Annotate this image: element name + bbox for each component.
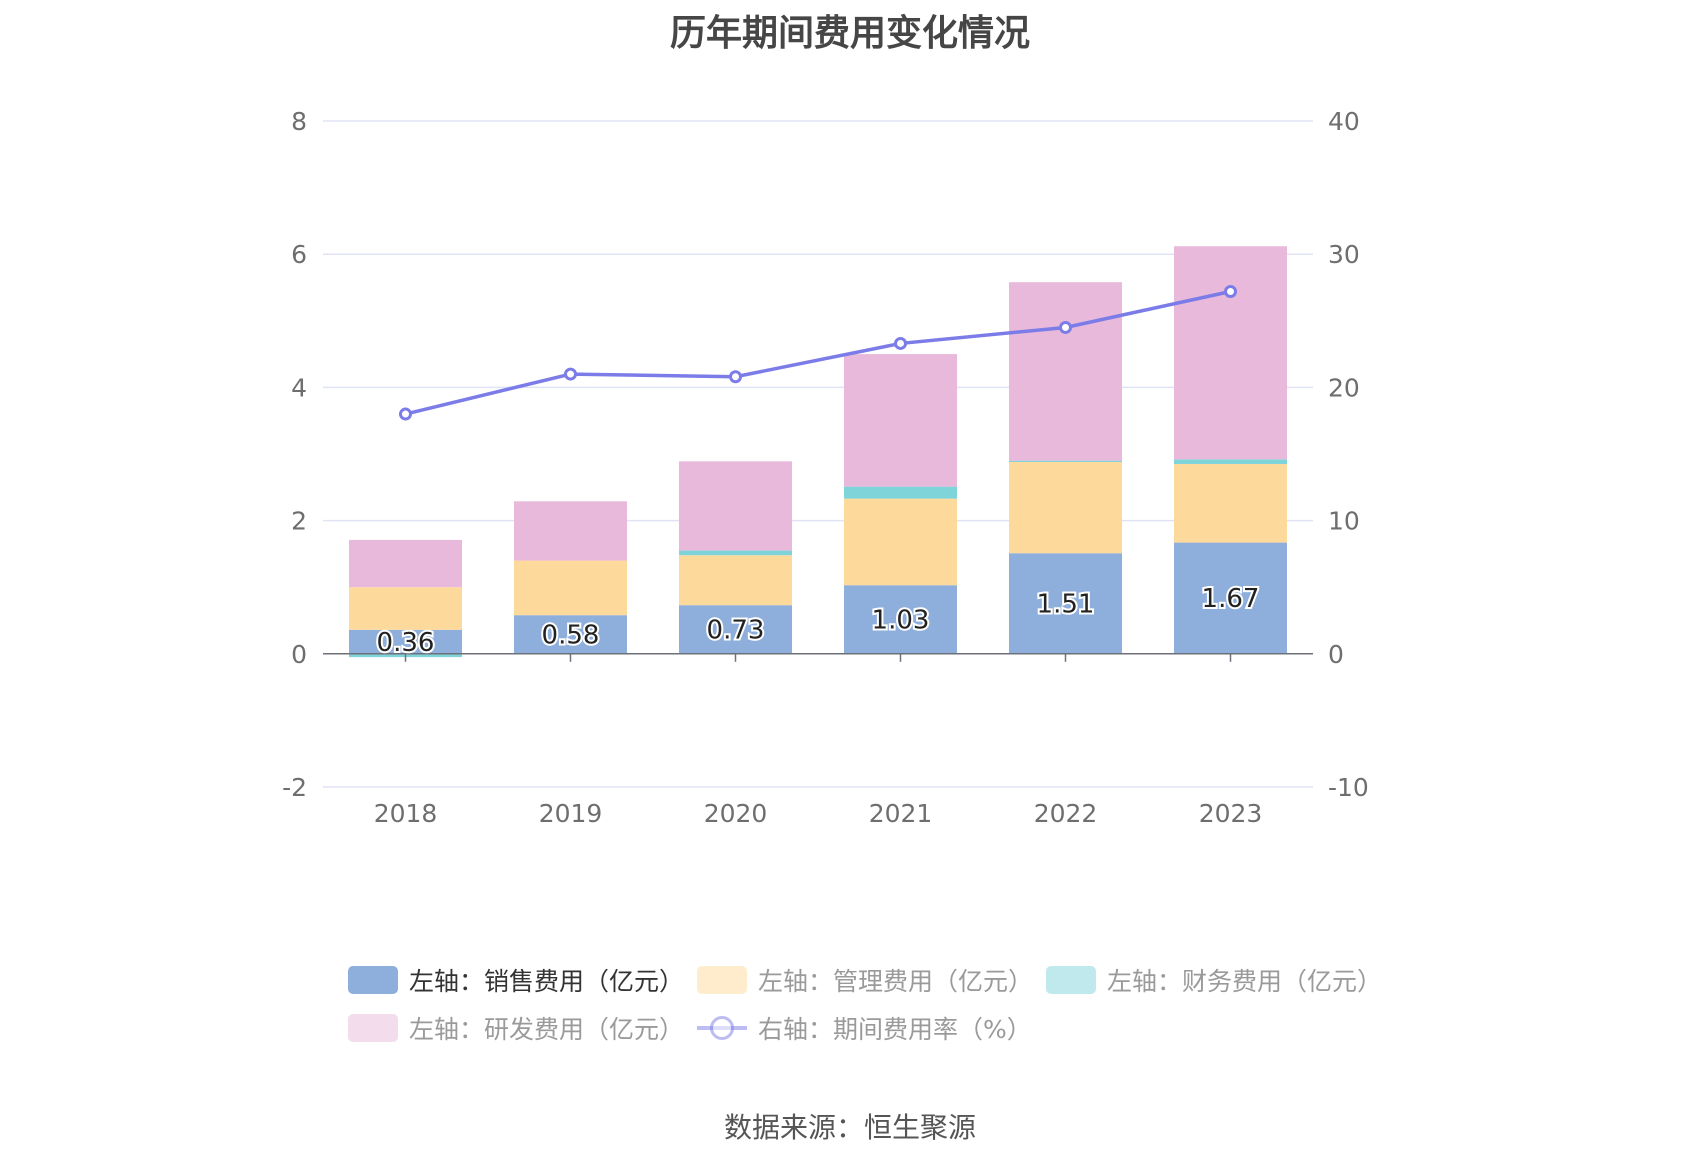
y-tick-label-right: 10: [1328, 507, 1360, 536]
y-tick-label-left: 2: [291, 507, 307, 536]
legend-item-rd[interactable]: 左轴：研发费用（亿元）: [348, 1010, 684, 1046]
data-label-sales: 1.03: [872, 606, 930, 636]
bar-segment: [514, 501, 627, 561]
y-tick-label-left: 4: [291, 373, 307, 402]
bar-segment: [844, 354, 957, 487]
bar-segment: [1009, 460, 1122, 462]
bar-segment: [1174, 246, 1287, 460]
bar-segment: [844, 498, 957, 586]
expense-ratio-point: [564, 367, 577, 381]
x-tick-label: 2021: [869, 799, 933, 828]
bar-segment: [349, 587, 462, 630]
y-tick-label-right: 20: [1328, 373, 1360, 402]
data-label-sales: 1.67: [1202, 584, 1260, 614]
y-tick-label-right: -10: [1328, 773, 1369, 802]
expense-ratio-point: [1059, 320, 1072, 334]
bar-segment: [514, 615, 627, 654]
data-label-sales: 0.73: [707, 615, 765, 645]
expense-ratio-line: [405, 289, 1231, 416]
bar-segment: [1009, 282, 1122, 461]
x-tick-label: 2020: [704, 799, 768, 828]
expense-ratio-point: [894, 336, 907, 350]
expense-ratio-point: [1224, 284, 1237, 298]
bar-segment: [679, 555, 792, 606]
bar-segment: [844, 486, 957, 499]
legend-swatch-rd: [348, 1014, 398, 1042]
legend-label-sales: 左轴：销售费用（亿元）: [409, 967, 685, 996]
legend-label-finance: 左轴：财务费用（亿元）: [1107, 967, 1383, 996]
data-label-sales: 0.36: [377, 628, 435, 658]
legend-label-rd: 左轴：研发费用（亿元）: [409, 1015, 685, 1044]
bar-segment: [844, 585, 957, 654]
y-tick-label-left: 8: [291, 107, 307, 136]
legend-item-admin[interactable]: 左轴：管理费用（亿元）: [697, 962, 1033, 998]
legend-item-finance[interactable]: 左轴：财务费用（亿元）: [1046, 962, 1382, 998]
bar-segment: [1009, 461, 1122, 554]
legend-swatch-finance: [1046, 966, 1096, 994]
legend-swatch-sales: [348, 966, 398, 994]
bar-segment: [514, 560, 627, 616]
chart-title: 历年期间费用变化情况: [669, 13, 1030, 54]
x-tick-label: 2019: [539, 799, 603, 828]
x-tick-label: 2022: [1034, 799, 1098, 828]
data-label-sales: 0.58: [542, 620, 600, 650]
bar-segment: [679, 550, 792, 556]
legend-label-admin: 左轴：管理费用（亿元）: [758, 967, 1034, 996]
y-tick-label-right: 40: [1328, 107, 1360, 136]
y-tick-label-left: 6: [291, 240, 307, 269]
data-label-sales: 1.51: [1037, 590, 1095, 620]
legend-line-icon: [697, 1014, 747, 1042]
bar-segment: [679, 461, 792, 551]
bar-segment: [1174, 463, 1287, 543]
legend-item-expense-ratio[interactable]: 右轴：期间费用率（%）: [697, 1010, 1032, 1046]
x-tick-label: 2018: [374, 799, 438, 828]
bar-segment: [1009, 553, 1122, 654]
y-tick-label-right: 0: [1328, 640, 1344, 669]
expense-ratio-point: [399, 407, 412, 421]
x-tick-label: 2023: [1199, 799, 1263, 828]
legend-label-expense-ratio: 右轴：期间费用率（%）: [758, 1015, 1032, 1044]
y-tick-label-left: 0: [291, 640, 307, 669]
legend-item-sales[interactable]: 左轴：销售费用（亿元）: [348, 962, 684, 998]
expense-ratio-point: [729, 370, 742, 384]
data-source-note: 数据来源：恒生聚源: [723, 1111, 976, 1144]
bar-segment: [679, 605, 792, 654]
bar-segment: [1174, 459, 1287, 464]
bar-segment: [1174, 542, 1287, 654]
bar-segment: [349, 539, 462, 588]
y-tick-label-right: 30: [1328, 240, 1360, 269]
y-tick-label-left: -2: [282, 773, 307, 802]
bar-segment: [349, 629, 462, 654]
legend-swatch-admin: [697, 966, 747, 994]
